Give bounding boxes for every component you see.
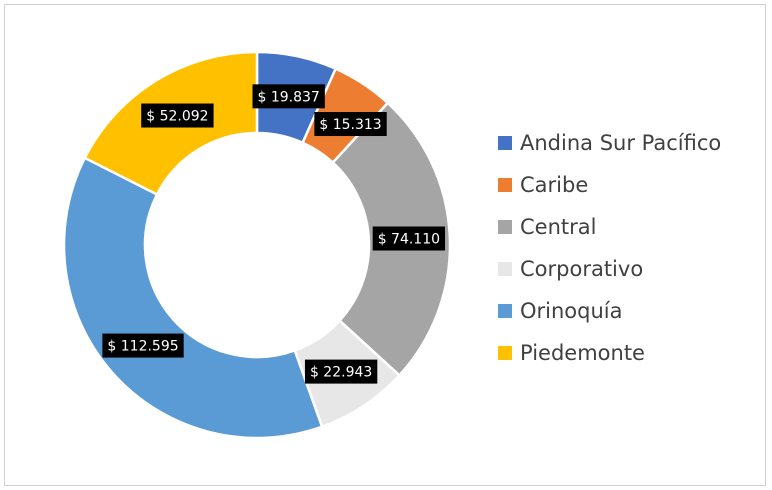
data-label-text: $ 19.837 — [258, 89, 320, 105]
data-label-box — [372, 226, 446, 251]
legend-label: Piedemonte — [520, 341, 645, 365]
legend: Andina Sur Pacífico Caribe Central Corpo… — [498, 122, 721, 374]
legend-item: Corporativo — [498, 248, 721, 290]
legend-item: Piedemonte — [498, 332, 721, 374]
data-label: $ 52.092 — [141, 103, 214, 128]
legend-swatch — [498, 178, 512, 192]
data-label: $ 19.837 — [252, 84, 325, 109]
data-label-text: $ 52.092 — [146, 109, 208, 125]
data-label-box — [304, 359, 378, 384]
legend-label: Central — [520, 215, 597, 239]
data-label-box — [252, 84, 325, 109]
legend-swatch — [498, 136, 512, 150]
data-label-text: $ 112.595 — [107, 339, 178, 355]
data-label-text: $ 15.313 — [319, 117, 381, 133]
donut-slice — [62, 156, 324, 440]
legend-item: Central — [498, 206, 721, 248]
data-label: $ 74.110 — [372, 226, 446, 251]
legend-label: Andina Sur Pacífico — [520, 131, 722, 155]
data-label: $ 22.943 — [304, 359, 378, 384]
legend-swatch — [498, 262, 512, 276]
legend-swatch — [498, 346, 512, 360]
legend-swatch — [498, 304, 512, 318]
legend-swatch — [498, 220, 512, 234]
data-label-text: $ 22.943 — [310, 365, 372, 381]
data-label-box — [141, 103, 214, 128]
legend-item: Orinoquía — [498, 290, 721, 332]
data-label-box — [102, 333, 184, 358]
legend-label: Orinoquía — [520, 299, 623, 323]
data-label: $ 15.313 — [314, 112, 387, 137]
legend-item: Caribe — [498, 164, 721, 206]
data-label: $ 112.595 — [102, 333, 184, 358]
legend-label: Corporativo — [520, 257, 644, 281]
data-label-box — [314, 112, 387, 137]
data-label-text: $ 74.110 — [378, 232, 440, 248]
legend-label: Caribe — [520, 173, 589, 197]
legend-item: Andina Sur Pacífico — [498, 122, 721, 164]
